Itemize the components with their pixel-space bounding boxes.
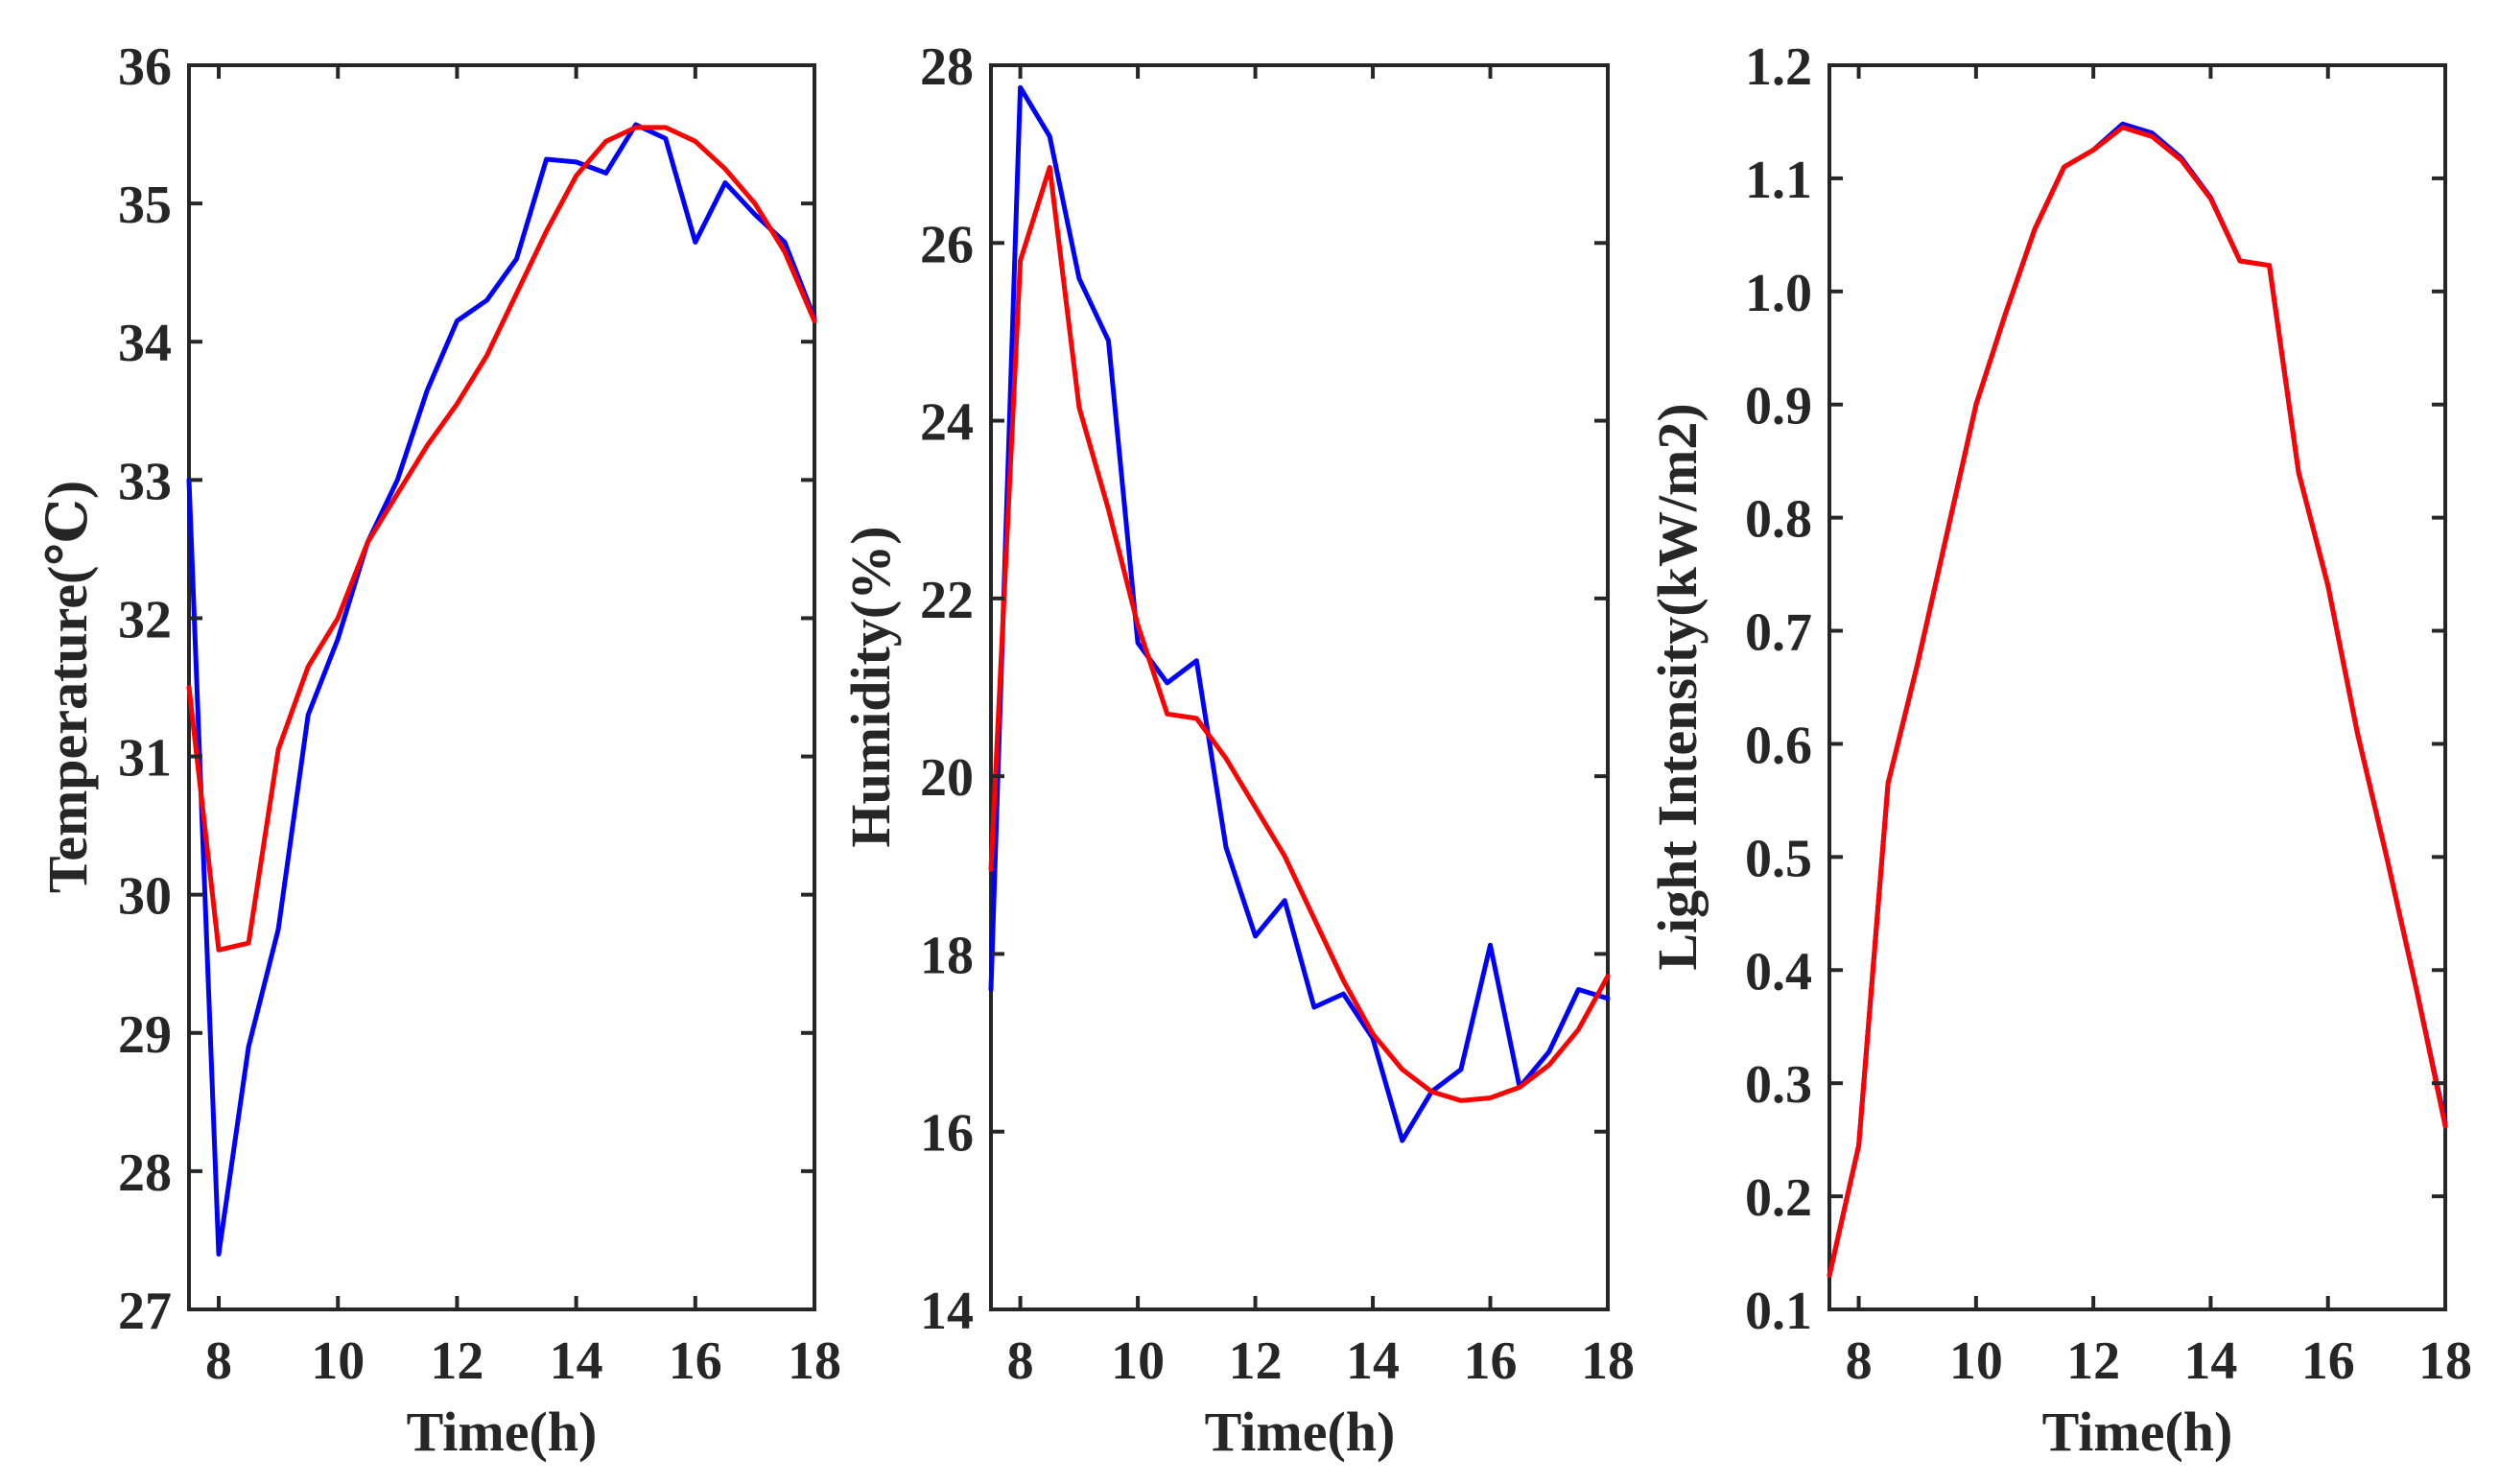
light-intensity-y-tick-label: 0.3 — [1745, 1055, 1812, 1115]
light-intensity-y-tick-label: 0.2 — [1745, 1168, 1812, 1228]
light-intensity-series-predicted-line — [1827, 125, 2448, 1279]
temperature-y-tick-label: 28 — [118, 1143, 172, 1203]
light-intensity-x-tick-label: 12 — [2066, 1331, 2120, 1391]
light-intensity-plot-frame — [1827, 63, 2447, 1311]
temperature-y-tick-label: 36 — [118, 37, 172, 97]
temperature-y-tick-label: 34 — [118, 314, 172, 373]
temperature-y-tick-label: 33 — [118, 452, 172, 511]
light-intensity-y-tick-label: 0.1 — [1745, 1282, 1812, 1341]
light-intensity-x-tick-label: 18 — [2418, 1331, 2472, 1391]
humidity-x-tick-label: 10 — [1111, 1331, 1165, 1391]
humidity-y-tick-label: 26 — [920, 215, 974, 274]
humidity-y-tick-label: 18 — [920, 926, 974, 985]
temperature-y-tick-label: 30 — [118, 867, 172, 927]
humidity-y-tick-label: 24 — [920, 393, 974, 453]
light-intensity-y-axis-label: Light Intensity(kW/m2) — [1646, 403, 1709, 970]
light-intensity-y-tick-label: 0.9 — [1745, 377, 1812, 436]
temperature-series-predicted-line — [186, 125, 817, 953]
light-intensity-y-tick-label: 1.0 — [1745, 264, 1812, 323]
light-intensity-x-tick-label: 8 — [1846, 1331, 1873, 1391]
light-intensity-y-tick-label: 1.1 — [1745, 151, 1812, 210]
temperature-x-tick-label: 14 — [550, 1331, 603, 1391]
humidity-chart: 8 10 12 14 16 18 14 16 18 20 22 24 26 28 Time(h) Humi… — [839, 37, 1635, 1463]
light-intensity-y-tick-label: 0.6 — [1745, 716, 1812, 775]
light-intensity-x-tick-label: 10 — [1949, 1331, 2003, 1391]
temperature-x-axis-label: Time(h) — [407, 1401, 598, 1463]
temperature-series-measured-line — [186, 122, 817, 1257]
temperature-x-tick-label: 16 — [669, 1331, 722, 1391]
light-intensity-y-tick-label: 0.7 — [1745, 603, 1812, 663]
humidity-x-tick-label: 14 — [1346, 1331, 1400, 1391]
temperature-y-axis-label: Temperature(℃) — [36, 481, 99, 893]
humidity-x-tick-label: 8 — [1007, 1331, 1034, 1391]
temperature-x-tick-label: 12 — [430, 1331, 483, 1391]
humidity-series-predicted-line — [988, 165, 1611, 1103]
light-intensity-x-tick-label: 14 — [2183, 1331, 2237, 1391]
humidity-x-tick-label: 18 — [1581, 1331, 1635, 1391]
temperature-plot-frame — [187, 63, 816, 1311]
humidity-y-tick-label: 28 — [920, 37, 974, 97]
temperature-y-tick-label: 31 — [118, 729, 172, 789]
light-intensity-chart-marks: 8 10 12 14 16 18 0.1 0.2 0.3 0.4 0.5 0.6 0.7 0.8 0.9 1.… — [1745, 37, 2472, 1391]
light-intensity-chart: 8 10 12 14 16 18 0.1 0.2 0.3 0.4 0.5 0.6 0.7 0.8 0.9 1.… — [1646, 37, 2472, 1463]
humidity-y-tick-label: 22 — [920, 571, 974, 630]
temperature-y-tick-label: 27 — [118, 1282, 172, 1341]
humidity-y-tick-label: 16 — [920, 1104, 974, 1164]
humidity-y-axis-label: Humidity(%) — [839, 526, 902, 847]
humidity-x-axis-label: Time(h) — [1205, 1401, 1396, 1463]
humidity-chart-marks: 8 10 12 14 16 18 14 16 18 20 22 24 26 28 — [920, 37, 1635, 1391]
temperature-y-tick-label: 32 — [118, 590, 172, 649]
light-intensity-y-tick-label: 1.2 — [1745, 37, 1812, 97]
temperature-y-tick-label: 29 — [118, 1005, 172, 1065]
light-intensity-x-axis-label: Time(h) — [2042, 1401, 2233, 1463]
temperature-y-tick-label: 35 — [118, 176, 172, 235]
humidity-x-tick-label: 16 — [1464, 1331, 1518, 1391]
humidity-series-measured-line — [988, 84, 1611, 1143]
light-intensity-y-tick-label: 0.4 — [1745, 942, 1812, 1001]
light-intensity-x-tick-label: 16 — [2301, 1331, 2355, 1391]
humidity-x-tick-label: 12 — [1229, 1331, 1283, 1391]
temperature-chart-marks: 8 10 12 14 16 18 27 28 29 30 31 32 33 34 35 36 — [118, 37, 841, 1391]
humidity-y-tick-label: 14 — [920, 1282, 974, 1341]
temperature-x-tick-label: 18 — [788, 1331, 841, 1391]
humidity-plot-frame — [989, 63, 1610, 1311]
light-intensity-y-tick-label: 0.5 — [1745, 829, 1812, 888]
humidity-y-tick-label: 20 — [920, 748, 974, 808]
temperature-x-tick-label: 10 — [311, 1331, 365, 1391]
light-intensity-y-tick-label: 0.8 — [1745, 490, 1812, 550]
temperature-x-tick-label: 8 — [205, 1331, 232, 1391]
